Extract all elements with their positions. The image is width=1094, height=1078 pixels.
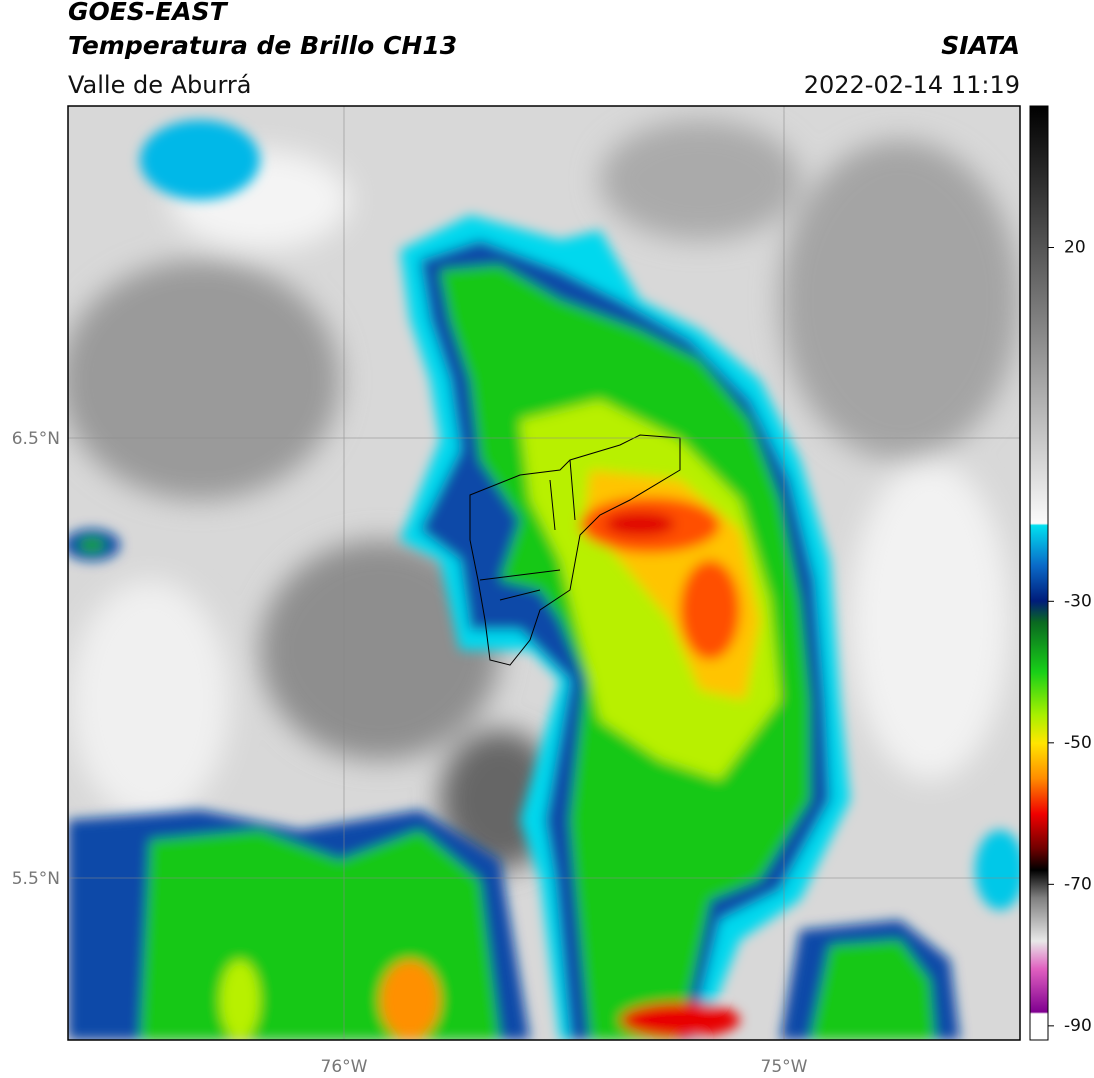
title: GOES-EAST (68, 0, 229, 26)
colorbar-tick-label: -30 (1064, 591, 1092, 611)
colorbar (1029, 105, 1049, 1041)
colorbar-tick-label: -90 (1064, 1016, 1092, 1036)
colorbar-tick-label: -50 (1064, 733, 1092, 753)
source: SIATA (941, 31, 1020, 60)
region: Valle de Aburrá (68, 71, 252, 99)
satellite-image (68, 106, 1020, 1040)
timestamp: 2022-02-14 11:19 (804, 71, 1020, 99)
colorbar-tick-label: -70 (1064, 874, 1092, 894)
lon-label: 76°W (321, 1057, 368, 1077)
lat-label: 5.5°N (12, 869, 60, 889)
colorbar-tick-label: 20 (1064, 238, 1086, 258)
lon-label: 75°W (761, 1057, 808, 1077)
lat-label: 6.5°N (12, 429, 60, 449)
map-frame (67, 105, 1021, 1041)
subtitle: Temperatura de Brillo CH13 (68, 31, 457, 60)
